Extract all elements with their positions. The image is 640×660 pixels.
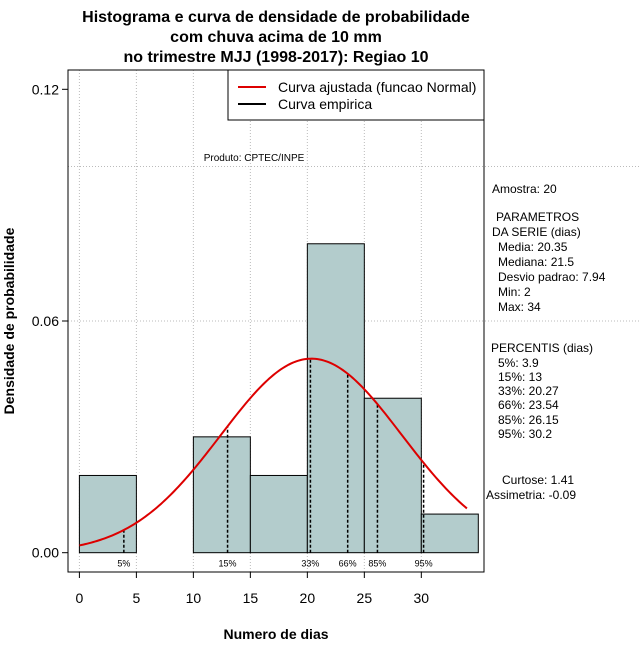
y-axis-label: Densidade de probabilidade [1,227,17,414]
histogram-bar-4 [306,243,365,554]
chart-title-line-1: Histograma e curva de densidade de proba… [82,9,470,26]
histogram-bars [78,243,479,554]
percentile-label-2: 33% [301,559,319,569]
normal-fit-curve [79,357,468,547]
y-tick-label-0: 0.00 [32,545,59,561]
y-tick-label-1: 0.06 [32,313,59,329]
stat-min: Min: 2 [498,285,531,299]
histogram-bar-3 [249,474,308,554]
y-axis: 0.00 0.06 0.12 [32,81,69,561]
x-tick-label-5: 5 [132,590,140,606]
percentile-label-3: 66% [339,559,357,569]
percentiles-title: PERCENTIS (dias) [491,341,593,355]
stat-mean: Media: 20.35 [498,240,568,254]
legend-label-empirical: Curva empirica [278,96,372,112]
sample-size: Amostra: 20 [492,182,557,196]
percentile-label-0: 5% [117,559,130,569]
histogram-bar-2 [192,436,251,554]
histogram-bar-0 [78,474,137,554]
legend: Curva ajustada (funcao Normal) Curva emp… [227,69,485,121]
x-tick-label-10: 10 [186,590,202,606]
y-tick-label-2: 0.12 [32,81,59,97]
stat-kurtosis: Curtose: 1.41 [502,473,574,487]
chart-title-line-2: com chuva acima de 10 mm [170,29,382,46]
chart-title-line-3: no trimestre MJJ (1998-2017): Regiao 10 [123,49,428,66]
histogram-bar-6 [420,513,479,554]
percentile-label-5: 95% [415,559,433,569]
x-tick-label-0: 0 [75,590,83,606]
percentile-label-1: 15% [219,559,237,569]
histogram-bar-5 [363,397,422,554]
stat-p5: 5%: 3.9 [498,356,539,370]
percentile-lines: 5% 15% 33% 66% 85% 95% [117,358,433,569]
x-tick-label-25: 25 [357,590,373,606]
stat-skewness: Assimetria: -0.09 [486,488,576,502]
normal-curve-layer [79,357,468,547]
percentile-label-4: 85% [368,559,386,569]
stat-stdev: Desvio padrao: 7.94 [498,270,606,284]
product-label: Produto: CPTEC/INPE [204,153,305,164]
stat-median: Mediana: 21.5 [498,255,574,269]
x-tick-label-15: 15 [243,590,259,606]
stat-p66: 66%: 23.54 [498,398,559,412]
stat-p85: 85%: 26.15 [498,413,559,427]
stat-p15: 15%: 13 [498,370,542,384]
x-tick-label-30: 30 [414,590,430,606]
x-axis: 0 5 10 15 20 25 30 [75,571,430,606]
stat-p95: 95%: 30.2 [498,427,552,441]
stat-p33: 33%: 20.27 [498,384,559,398]
parameters-title: PARAMETROS [496,210,579,224]
statistics-panel: Amostra: 20 PARAMETROS DA SERIE (dias) M… [486,182,606,502]
parameters-subtitle: DA SERIE (dias) [492,225,581,239]
x-tick-label-20: 20 [300,590,316,606]
stat-max: Max: 34 [498,300,541,314]
x-axis-label: Numero de dias [223,626,328,642]
legend-box [227,69,485,121]
legend-label-fit: Curva ajustada (funcao Normal) [278,79,476,95]
